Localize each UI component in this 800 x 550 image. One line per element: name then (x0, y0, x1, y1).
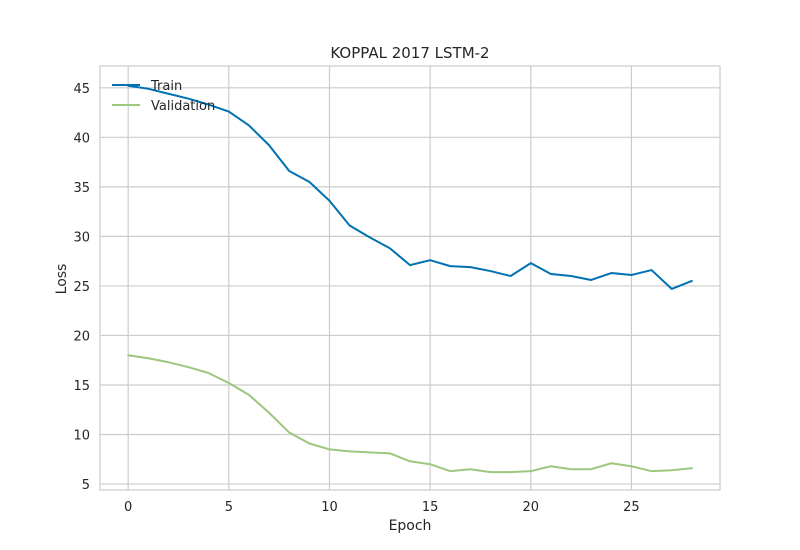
y-tick-label: 20 (73, 329, 90, 344)
plot-area (100, 66, 720, 490)
legend-label-train: Train (150, 79, 182, 94)
legend-label-validation: Validation (151, 99, 215, 114)
y-tick-label: 5 (82, 478, 90, 493)
x-axis-label: Epoch (389, 518, 432, 534)
y-tick-label: 35 (73, 181, 90, 196)
series-layer (127, 84, 693, 474)
x-tick-label: 10 (321, 500, 338, 515)
y-axis-ticks: 5 10 15 20 25 30 35 40 45 (73, 82, 90, 493)
x-tick-label: 15 (422, 500, 439, 515)
y-tick-label: 30 (73, 230, 90, 245)
x-axis-ticks: 0 5 10 15 20 25 (124, 500, 640, 515)
grid (100, 66, 720, 490)
y-tick-label: 15 (73, 379, 90, 394)
y-tick-label: 25 (73, 280, 90, 295)
legend: Train Validation (112, 79, 215, 114)
y-tick-label: 10 (73, 429, 90, 444)
x-tick-label: 0 (124, 500, 132, 515)
x-tick-label: 20 (523, 500, 540, 515)
y-tick-label: 40 (73, 131, 90, 146)
plot-frame (99, 65, 721, 491)
y-tick-label: 45 (73, 82, 90, 97)
y-axis-label: Loss (54, 264, 70, 295)
chart-title: KOPPAL 2017 LSTM-2 (330, 44, 489, 62)
x-tick-label: 25 (623, 500, 640, 515)
series-line-validation (127, 354, 693, 474)
x-tick-label: 5 (225, 500, 233, 515)
series-line-train (127, 84, 693, 290)
